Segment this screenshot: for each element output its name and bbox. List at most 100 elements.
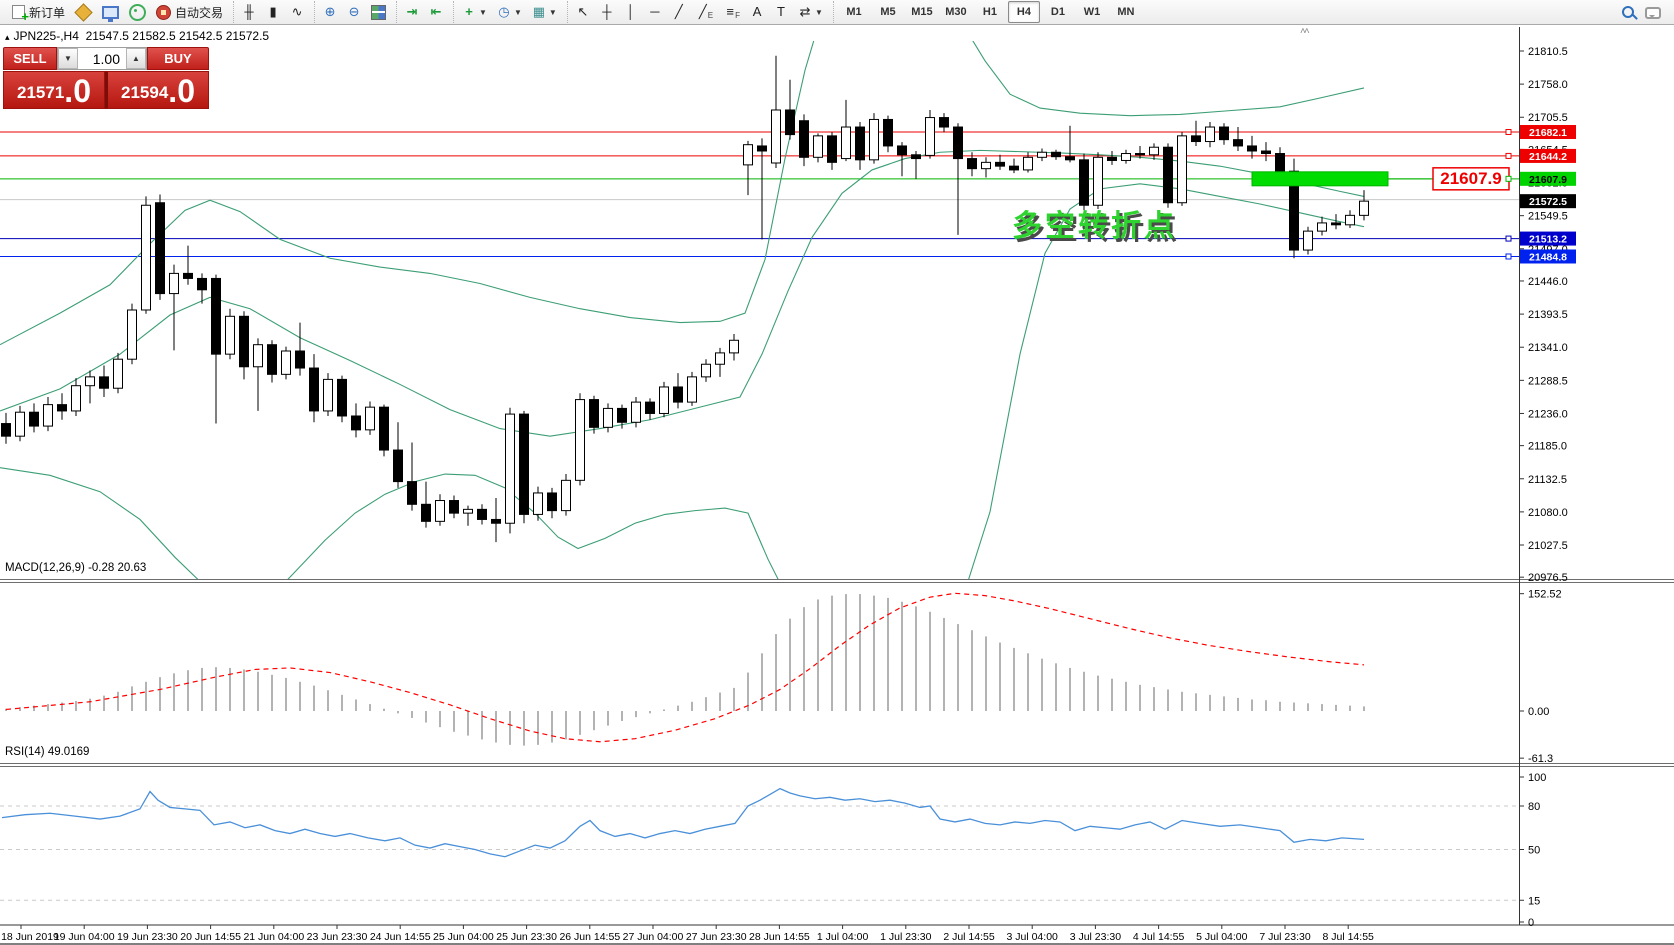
sell-price-frac: .0 <box>64 73 91 109</box>
cursor-button[interactable]: ↖ <box>572 1 594 23</box>
price-badge-text: 21484.8 <box>1529 251 1567 263</box>
auto-trading-button[interactable]: 自动交易 <box>152 1 227 23</box>
candle-bull <box>141 204 151 311</box>
equidistant-channel-icon-sub: E <box>707 10 714 20</box>
candle-bear <box>1065 156 1075 161</box>
level-handle[interactable] <box>1505 253 1512 260</box>
candlestick-chart-button[interactable]: ▮ <box>262 1 284 23</box>
timeframe-m15[interactable]: M15 <box>911 6 933 18</box>
price-tick-label: 21341.0 <box>1528 342 1568 354</box>
candle-bull <box>127 309 137 360</box>
buy-button[interactable]: BUY <box>147 47 209 70</box>
periods-button[interactable]: ◷ ▼ <box>493 1 526 23</box>
trendline-button[interactable]: ╱ <box>668 1 690 23</box>
dropdown-arrow-icon[interactable]: ▼ <box>513 7 522 17</box>
bar-chart-button[interactable]: ╫ <box>238 1 260 23</box>
cursor-icon: ↖ <box>577 4 589 19</box>
candle-bear <box>855 126 865 161</box>
level-handle[interactable] <box>1505 235 1512 242</box>
timeframe-d1[interactable]: D1 <box>1050 6 1065 18</box>
crosshair-icon: ┼ <box>602 4 612 19</box>
candle-bear <box>197 277 207 291</box>
signals-button[interactable] <box>125 1 150 23</box>
templates-button[interactable]: ▦ ▼ <box>528 1 561 23</box>
market-watch-button[interactable] <box>98 1 123 23</box>
time-tick-label: 20 Jun 14:55 <box>180 931 241 943</box>
volume-down-button[interactable]: ▼ <box>58 48 78 69</box>
timeframe-m30[interactable]: M30 <box>945 6 967 18</box>
rsi-tick-label: 100 <box>1528 772 1546 784</box>
new-order-button[interactable]: 新订单 <box>8 1 69 24</box>
gold-button[interactable] <box>71 1 96 23</box>
price-badge-text: 21572.5 <box>1529 196 1567 208</box>
price-badge-text: 21682.1 <box>1529 127 1567 139</box>
candle-bull <box>533 492 543 515</box>
zoom-out-button[interactable]: ⊖ <box>343 1 365 23</box>
candle-bull <box>1121 153 1131 161</box>
timeframe-mn[interactable]: MN <box>1117 6 1135 18</box>
price-tick-label: 21027.5 <box>1528 540 1568 552</box>
sell-price-button[interactable]: 21571 .0 <box>3 71 105 109</box>
timeframe-h4[interactable]: H4 <box>1007 1 1040 23</box>
timeframe-m5[interactable]: M5 <box>880 6 896 18</box>
time-tick-label: 28 Jun 14:55 <box>749 931 810 943</box>
dropdown-arrow-icon[interactable]: ▼ <box>815 7 823 17</box>
zoom-in-button[interactable]: ⊕ <box>319 1 341 23</box>
candle-bull <box>561 479 571 512</box>
price-badge <box>1520 125 1576 140</box>
time-tick-label: 8 Jul 14:55 <box>1323 931 1375 943</box>
bollinger-upper-band <box>0 41 1365 346</box>
fibonacci-button[interactable]: ≡ F <box>719 1 744 23</box>
text-label-button[interactable]: T <box>770 1 792 23</box>
dropdown-arrow-icon[interactable]: ▼ <box>548 7 557 17</box>
chart-canvas[interactable]: 21607.921810.521758.021705.521654.521602… <box>0 25 1674 943</box>
vertical-line-button[interactable]: │ <box>620 1 642 23</box>
volume-up-button[interactable]: ▲ <box>126 48 146 69</box>
candle-bear <box>1247 145 1257 152</box>
auto-scroll-button[interactable]: ⇥ <box>401 1 423 23</box>
chart-shift-button[interactable]: ⇤ <box>425 1 447 23</box>
chat-button[interactable] <box>1641 1 1665 23</box>
sell-price-int: 21571 <box>17 83 65 102</box>
timeframe-toolbar: M1 M5 M15 M30 H1 H4 D1 W1 MN <box>832 1 1146 23</box>
chart-shift-marker-icon[interactable]: ˄˄ <box>1300 26 1310 37</box>
candle-bear <box>757 145 767 152</box>
timeframe-m1[interactable]: M1 <box>846 6 862 18</box>
candle-bear <box>309 367 319 412</box>
candle-bull <box>869 118 879 161</box>
toolbar-group: ╫ ▮ ∿ <box>233 1 312 23</box>
text-button[interactable]: A <box>746 1 768 23</box>
highlight-rectangle[interactable] <box>1251 171 1389 187</box>
volume-input[interactable]: 1.00 <box>78 48 126 69</box>
one-click-trading-panel: SELL ▼ 1.00 ▲ BUY 21571 .0 21594 .0 <box>3 47 209 109</box>
timeframe-h1[interactable]: H1 <box>982 6 997 18</box>
collapse-quote-icon[interactable]: ▴ <box>5 32 10 42</box>
price-tick-label: 21758.0 <box>1528 79 1568 91</box>
tile-windows-button[interactable] <box>367 1 390 23</box>
sell-button[interactable]: SELL <box>3 47 57 70</box>
rsi-tick-label: 0 <box>1528 917 1534 929</box>
buy-price-button[interactable]: 21594 .0 <box>105 71 209 109</box>
crosshair-button[interactable]: ┼ <box>596 1 618 23</box>
candle-bull <box>365 406 375 431</box>
level-handle[interactable] <box>1505 175 1512 182</box>
candle-bear <box>673 386 683 403</box>
candle-bull <box>659 386 669 414</box>
indicators-button[interactable]: + ▼ <box>458 1 491 23</box>
horizontal-line-button[interactable]: ─ <box>644 1 666 23</box>
arrows-button[interactable]: ⇄ ▼ <box>794 1 827 23</box>
price-tick-label: 20976.5 <box>1528 572 1568 584</box>
line-chart-button[interactable]: ∿ <box>286 1 308 23</box>
search-button[interactable] <box>1617 1 1639 23</box>
macd-tick-label: 152.52 <box>1528 589 1562 601</box>
level-handle[interactable] <box>1505 129 1512 136</box>
timeframe-w1[interactable]: W1 <box>1083 6 1101 18</box>
candle-bear <box>589 399 599 428</box>
price-tick-label: 21132.5 <box>1528 474 1567 486</box>
equidist-channel-button[interactable]: ╱ E <box>692 1 717 23</box>
chart-annotation-text[interactable]: 多空转折点 <box>1012 209 1177 244</box>
level-handle[interactable] <box>1505 152 1512 159</box>
auto-scroll-icon: ⇥ <box>406 4 418 19</box>
dropdown-arrow-icon[interactable]: ▼ <box>479 7 487 17</box>
line-chart-icon: ∿ <box>291 4 303 19</box>
